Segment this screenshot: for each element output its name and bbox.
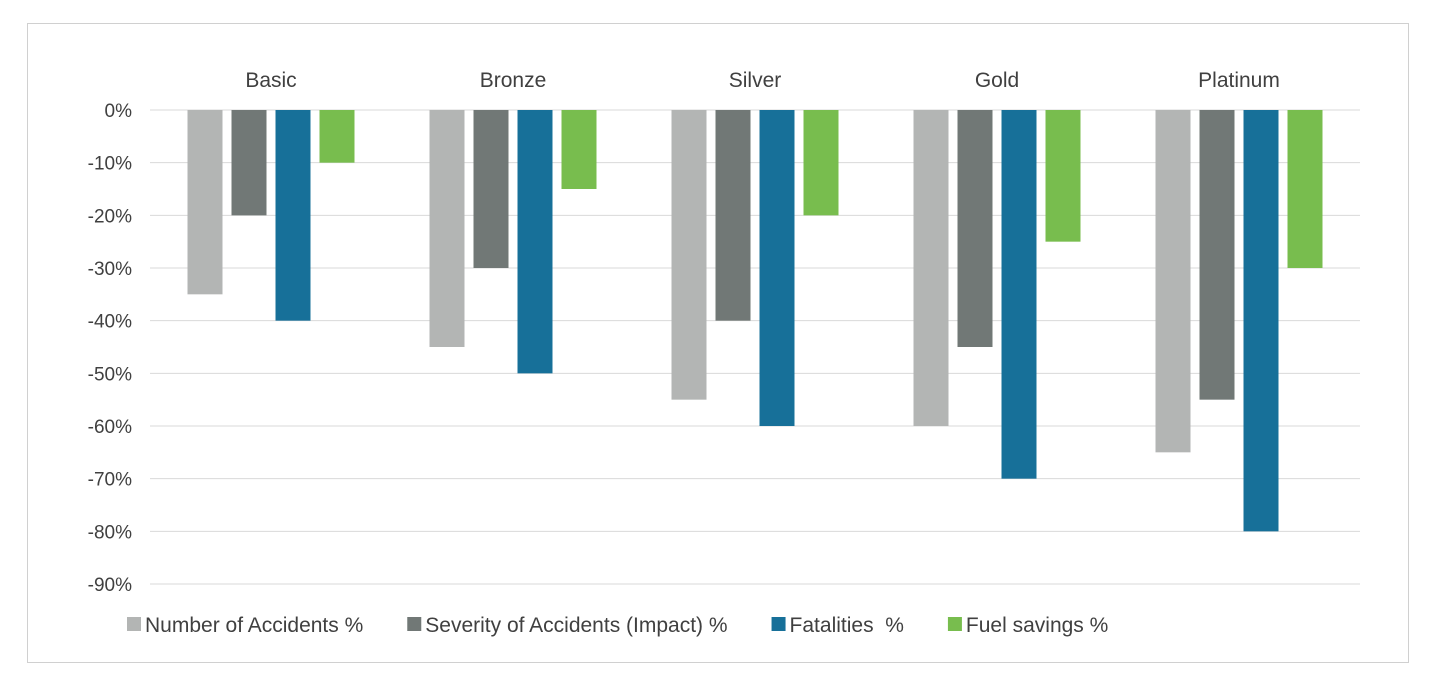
- bar-basic-series-0: [187, 110, 223, 295]
- y-tick-label: -80%: [88, 522, 132, 543]
- bar-gold-series-0: [913, 110, 949, 426]
- category-label-platinum: Platinum: [1198, 69, 1280, 92]
- bar-platinum-series-2: [1243, 110, 1279, 532]
- bar-silver-series-3: [803, 110, 839, 216]
- y-tick-label: -70%: [88, 470, 132, 491]
- bar-basic-series-3: [319, 110, 355, 163]
- bar-gold-series-3: [1045, 110, 1081, 242]
- bar-bronze-series-1: [473, 110, 509, 268]
- legend-swatch: [127, 617, 141, 631]
- bar-platinum-series-1: [1199, 110, 1235, 400]
- legend-swatch: [947, 617, 962, 631]
- bar-bronze-series-0: [429, 110, 465, 347]
- y-tick-label: 0%: [105, 101, 133, 122]
- bar-silver-series-1: [715, 110, 751, 321]
- y-tick-label: -10%: [88, 154, 132, 175]
- legend-swatch: [771, 617, 786, 631]
- bar-basic-series-1: [231, 110, 267, 216]
- legend: Number of Accidents % Severity of Acciden…: [127, 614, 1108, 637]
- legend-swatch: [407, 617, 422, 631]
- category-label-basic: Basic: [245, 69, 296, 92]
- category-label-bronze: Bronze: [480, 69, 547, 92]
- y-tick-label: -30%: [88, 259, 132, 280]
- y-tick-label: -40%: [88, 312, 132, 333]
- y-tick-label: -90%: [88, 575, 132, 596]
- category-label-silver: Silver: [729, 69, 782, 92]
- y-axis-ticks: 0% -10% -20% -30% -40% -50% -60% -70% -80% -90%: [88, 101, 132, 596]
- bar-bronze-series-2: [517, 110, 553, 374]
- y-tick-label: -50%: [88, 364, 132, 385]
- bar-basic-series-2: [275, 110, 311, 321]
- bar-gold-series-1: [957, 110, 993, 347]
- bar-platinum-series-3: [1287, 110, 1323, 268]
- y-tick-label: -20%: [88, 206, 132, 227]
- legend-label: Severity of Accidents (Impact) %: [425, 614, 727, 637]
- bar-platinum-series-0: [1155, 110, 1191, 453]
- bar-bronze-series-3: [561, 110, 597, 189]
- legend-label: Fuel savings %: [966, 614, 1108, 637]
- category-labels: Basic Bronze Silver Gold Platinum: [245, 69, 1280, 92]
- bars: [187, 110, 1323, 532]
- category-label-gold: Gold: [975, 69, 1019, 92]
- legend-label: Fatalities %: [790, 614, 904, 637]
- legend-label: Number of Accidents %: [145, 614, 363, 637]
- y-tick-label: -60%: [88, 417, 132, 438]
- bar-silver-series-0: [671, 110, 707, 400]
- bar-gold-series-2: [1001, 110, 1037, 479]
- bar-silver-series-2: [759, 110, 795, 426]
